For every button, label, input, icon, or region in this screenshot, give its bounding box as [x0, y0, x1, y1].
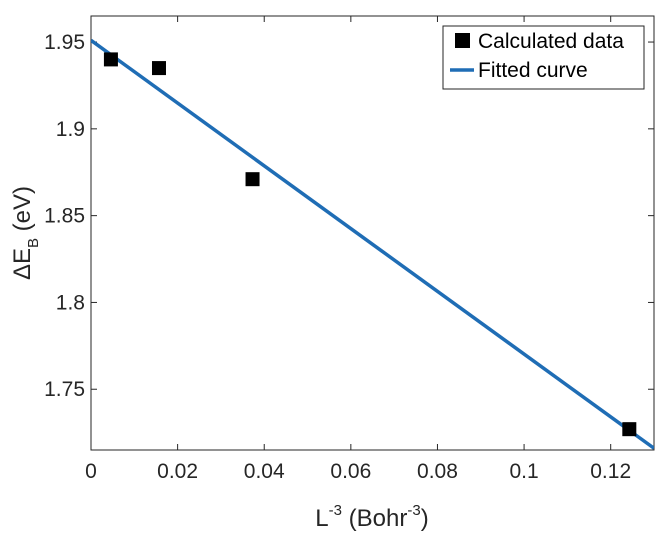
- ticks-layer: 0 0.02 0.04 0.06 0.08 0.1 0.12 1.75 1.8 1.85 1.9 1.…: [44, 16, 654, 483]
- y-axis-title-unit: (eV): [9, 186, 36, 238]
- legend: Calculated data Fitted curve: [442, 25, 645, 90]
- data-point: [622, 422, 637, 437]
- y-tick-label: 1.85: [44, 205, 85, 228]
- y-tick-label: 1.8: [56, 291, 85, 314]
- y-axis-title-subscript: B: [25, 238, 42, 248]
- x-axis-title-main: L: [315, 505, 328, 532]
- y-tick-label: 1.9: [56, 118, 85, 141]
- x-tick-label: 0.12: [590, 460, 631, 483]
- x-tick-label: 0: [85, 460, 97, 483]
- legend-box: [442, 25, 645, 90]
- series-layer: [91, 38, 654, 450]
- y-axis-title: ΔEB (eV): [9, 186, 42, 280]
- legend-label-calculated-data: Calculated data: [478, 30, 624, 53]
- x-axis-title-unit-prefix: (Bohr: [342, 505, 407, 532]
- fitted-curve-line: [91, 38, 654, 450]
- x-tick-label: 0.04: [244, 460, 285, 483]
- y-tick-label: 1.75: [44, 378, 85, 401]
- data-point: [151, 61, 166, 76]
- x-tick-label: 0.08: [417, 460, 458, 483]
- x-axis-title: L-3 (Bohr-3): [315, 502, 428, 532]
- legend-marker-calculated-data: [455, 33, 470, 48]
- x-tick-label: 0.02: [157, 460, 198, 483]
- data-point: [103, 52, 118, 67]
- y-axis-title-main: E: [9, 248, 36, 264]
- y-axis-title-delta: Δ: [9, 264, 36, 280]
- x-tick-label: 0.1: [509, 460, 538, 483]
- x-axis-title-unit-exponent: -3: [407, 502, 420, 519]
- x-axis-title-unit-suffix: ): [421, 505, 429, 532]
- legend-label-fitted-curve: Fitted curve: [478, 59, 588, 82]
- x-tick-label: 0.06: [330, 460, 371, 483]
- x-axis-title-exponent: -3: [329, 502, 342, 519]
- y-tick-label: 1.95: [44, 31, 85, 54]
- data-point: [245, 172, 260, 187]
